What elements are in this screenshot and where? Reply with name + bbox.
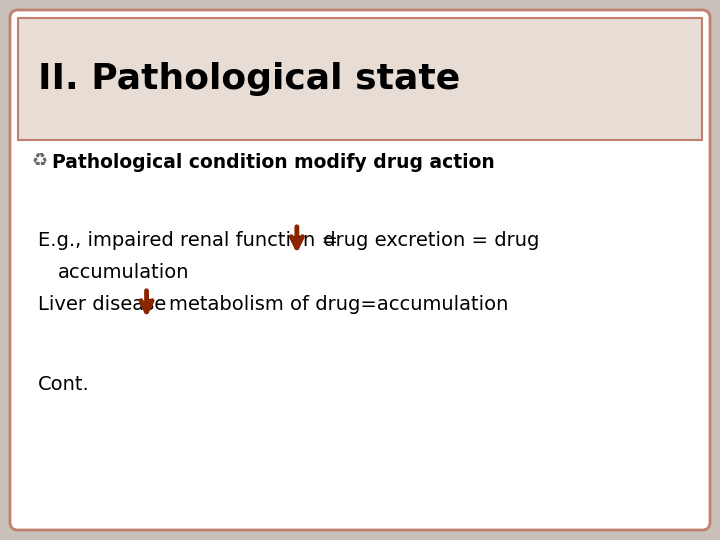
FancyBboxPatch shape	[10, 10, 710, 530]
Text: accumulation: accumulation	[58, 262, 189, 281]
Text: Pathological condition modify drug action: Pathological condition modify drug actio…	[52, 152, 495, 172]
Bar	[18, 18, 702, 140]
Text: drug excretion = drug: drug excretion = drug	[317, 231, 539, 249]
Text: E.g., impaired renal function =: E.g., impaired renal function =	[38, 231, 344, 249]
Text: Liver disease: Liver disease	[38, 294, 166, 314]
Text: ♻: ♻	[32, 153, 48, 171]
Text: II. Pathological state: II. Pathological state	[38, 62, 460, 96]
Text: metabolism of drug=accumulation: metabolism of drug=accumulation	[168, 294, 508, 314]
Text: Cont.: Cont.	[38, 375, 90, 395]
